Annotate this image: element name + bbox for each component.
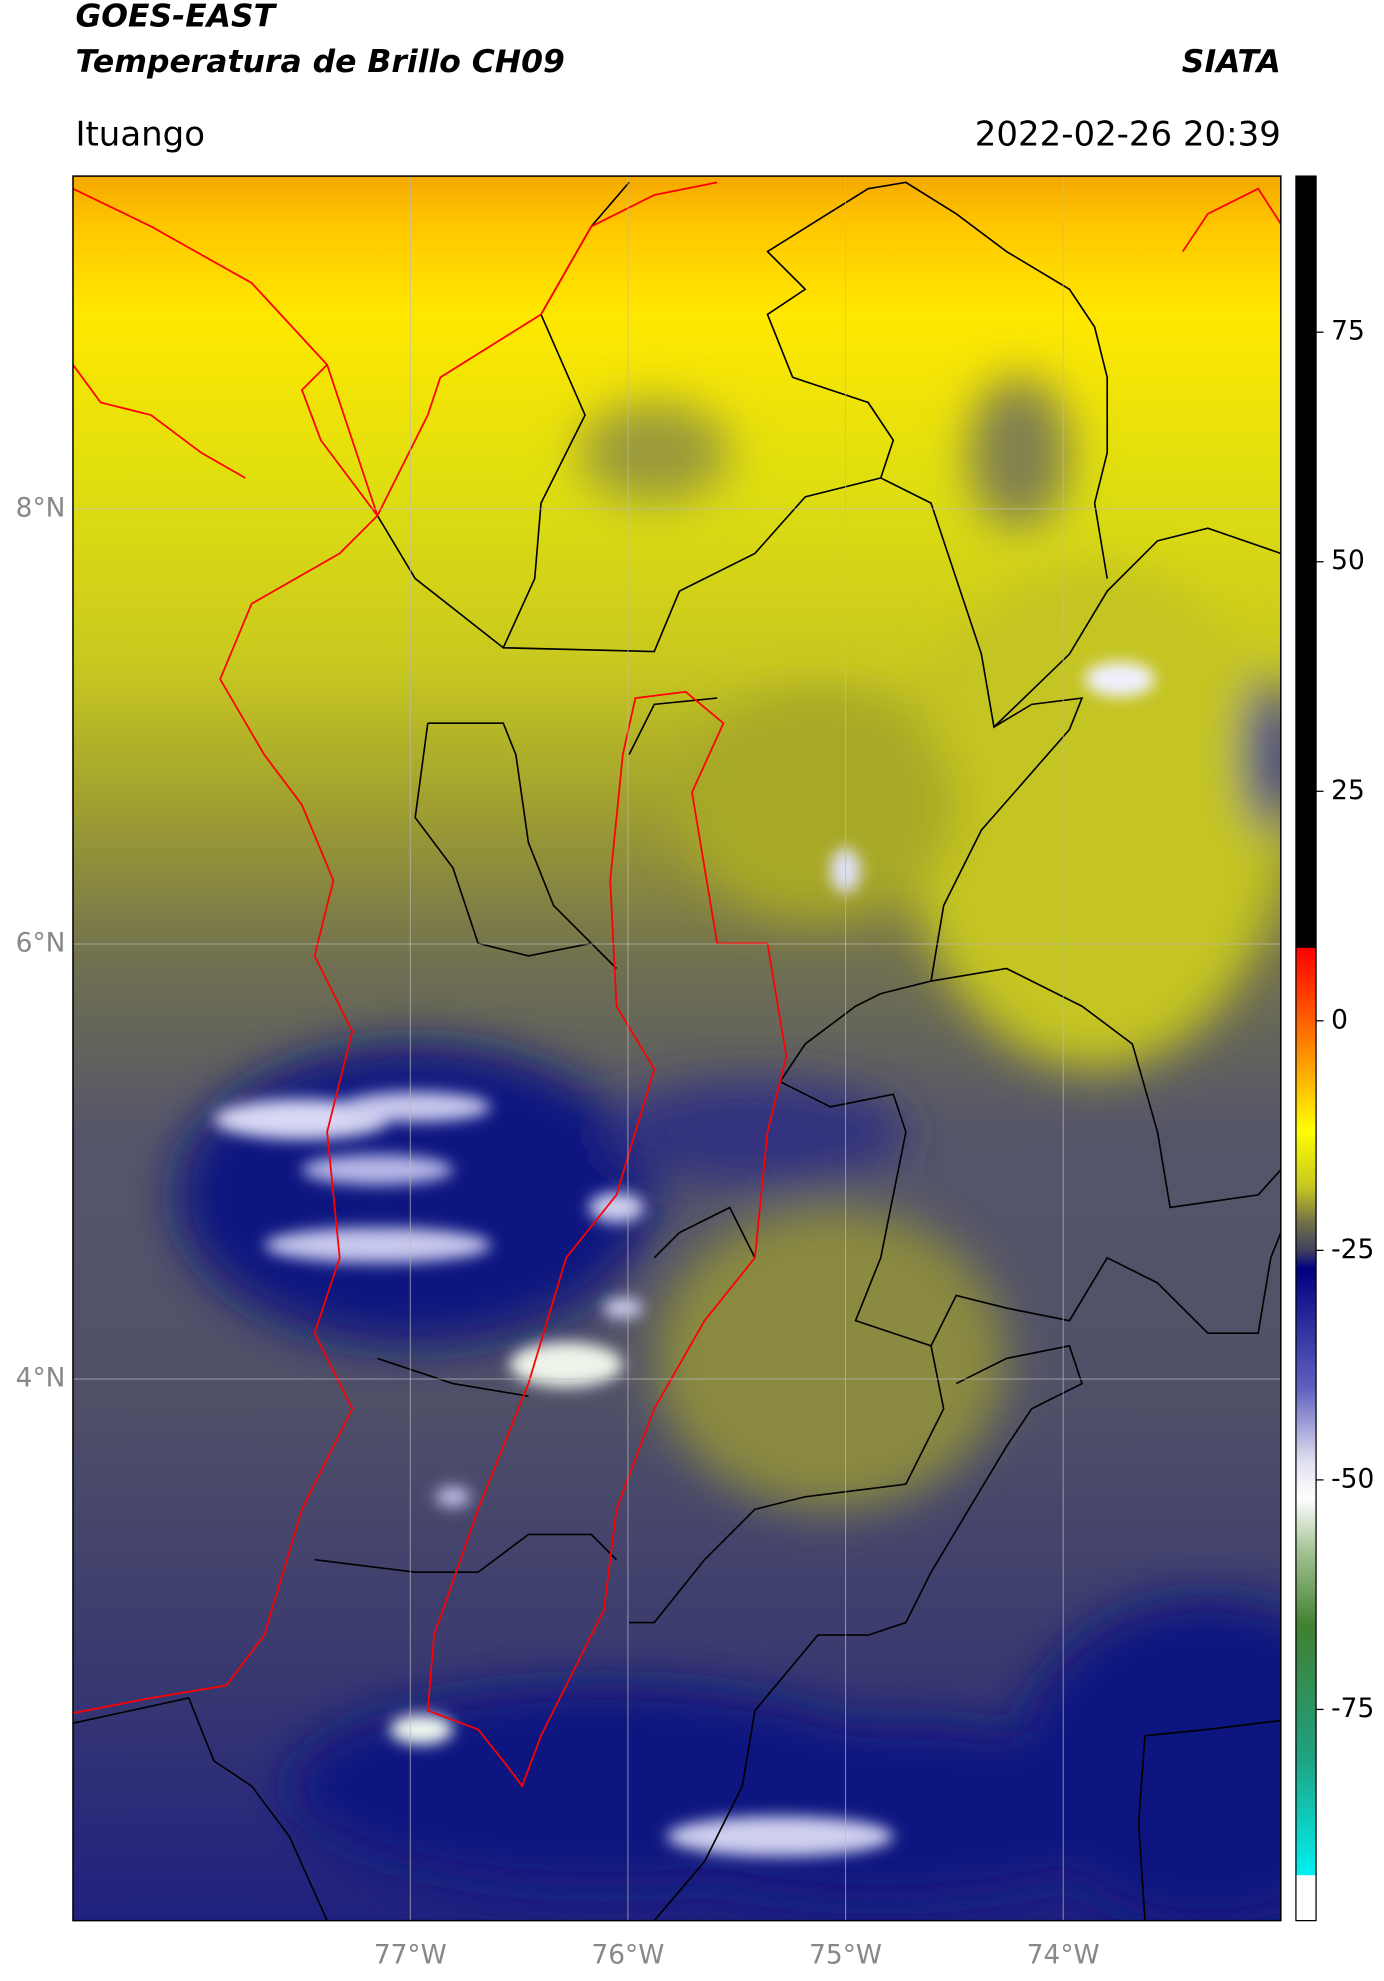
- longitude-label: 77°W: [374, 1939, 447, 1970]
- colorbar-tick-label: 25: [1331, 775, 1365, 806]
- latitude-label: 8°N: [16, 492, 66, 523]
- colorbar: [1295, 175, 1317, 1922]
- latitude-label: 6°N: [16, 927, 66, 958]
- longitude-label: 76°W: [591, 1939, 664, 1970]
- timestamp: 2022-02-26 20:39: [975, 114, 1281, 154]
- longitude-label: 75°W: [809, 1939, 882, 1970]
- latitude-label: 4°N: [16, 1362, 66, 1393]
- colorbar-tick-label: 75: [1331, 316, 1365, 347]
- colorbar-tick-label: -75: [1331, 1693, 1374, 1724]
- source: SIATA: [1182, 44, 1281, 80]
- colorbar-tick-label: -25: [1331, 1234, 1374, 1265]
- colorbar-tick-label: 50: [1331, 545, 1365, 576]
- location: Ituango: [75, 114, 205, 154]
- graticule: [72, 176, 1281, 1921]
- subtitle: Temperatura de Brillo CH09: [75, 44, 564, 80]
- satellite-image: [72, 176, 1281, 1921]
- title: GOES-EAST: [75, 0, 277, 35]
- longitude-label: 74°W: [1027, 1939, 1100, 1970]
- colorbar-tick-label: -50: [1331, 1463, 1374, 1494]
- colorbar-tick-label: 0: [1331, 1004, 1348, 1035]
- map-frame: [72, 175, 1282, 1922]
